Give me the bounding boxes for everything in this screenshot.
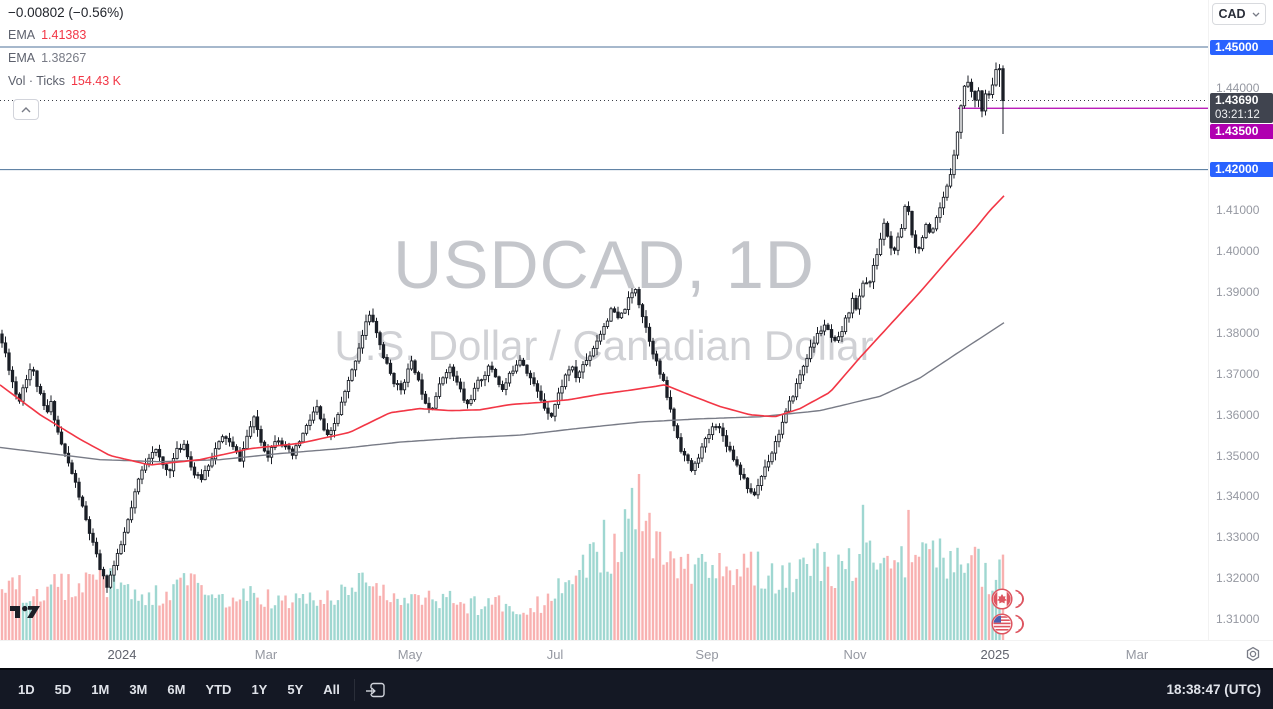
us-flag-event-icon[interactable] — [991, 612, 1025, 636]
time-tick-label: Sep — [695, 647, 719, 662]
price-tick-label: 1.39000 — [1216, 285, 1260, 300]
currency-unit-value: CAD — [1218, 7, 1246, 21]
price-tick-label: 1.32000 — [1216, 571, 1260, 586]
support-price-label: 1.42000 — [1210, 162, 1273, 178]
axis-settings-gear-icon[interactable] — [1245, 646, 1261, 667]
price-tick-label: 1.35000 — [1216, 448, 1260, 463]
ema-slow-label: EMA — [8, 51, 36, 65]
price-axis[interactable]: 1.44000 1.41000 1.40000 1.39000 1.38000 1.370… — [1208, 0, 1273, 640]
time-tick-label: May — [397, 647, 423, 662]
ema-fast-legend-row: EMA 1.41383 — [8, 28, 124, 44]
current-price-value: 1.43690 — [1215, 93, 1259, 108]
tradingview-logo[interactable] — [8, 602, 42, 627]
currency-unit-selector[interactable]: CAD — [1212, 3, 1266, 25]
price-change-readout: −0.00802 (−0.56%) — [8, 5, 124, 20]
range-button-all[interactable]: All — [323, 682, 340, 697]
price-tick-label: 1.33000 — [1216, 530, 1260, 545]
current-price-label: 1.43690 03:21:12 — [1210, 93, 1273, 124]
range-buttons: 1D 5D 1M 3M 6M YTD 1Y 5Y All — [12, 678, 346, 701]
time-tick-label: Jul — [546, 647, 564, 662]
bottom-toolbar: 1D 5D 1M 3M 6M YTD 1Y 5Y All 18:38:47 (UTC) — [0, 668, 1273, 709]
price-tick-label: 1.34000 — [1216, 489, 1260, 504]
economic-events — [991, 587, 1025, 636]
legend-collapse-button[interactable] — [13, 99, 39, 120]
price-tick-label: 1.40000 — [1216, 244, 1260, 259]
go-to-date-button[interactable] — [363, 678, 389, 702]
chart-canvas[interactable] — [0, 0, 1273, 641]
time-tick-label: 2025 — [980, 647, 1010, 662]
time-tick-label: Mar — [254, 647, 278, 662]
range-button-1m[interactable]: 1M — [91, 682, 110, 697]
price-tick-label: 1.31000 — [1216, 611, 1260, 626]
range-button-ytd[interactable]: YTD — [205, 682, 232, 697]
ema-slow-legend-row: EMA 1.38267 — [8, 51, 124, 67]
ema-slow-value: 1.38267 — [41, 51, 87, 65]
range-button-5y[interactable]: 5Y — [287, 682, 304, 697]
go-to-date-icon — [364, 682, 385, 697]
range-button-5d[interactable]: 5D — [54, 682, 72, 697]
alert-price-label: 1.43500 — [1210, 123, 1273, 139]
ema-fast-label: EMA — [8, 28, 36, 42]
ema-fast-value: 1.41383 — [41, 28, 87, 42]
bar-countdown: 03:21:12 — [1215, 109, 1260, 122]
toolbar-clock[interactable]: 18:38:47 (UTC) — [1166, 682, 1261, 697]
chevron-up-icon — [21, 106, 31, 112]
horizontal-lines — [0, 46, 1208, 171]
chart-legend: −0.00802 (−0.56%) EMA 1.41383 EMA 1.38267 … — [8, 5, 124, 97]
ema-lines — [0, 195, 1005, 466]
range-button-3m[interactable]: 3M — [129, 682, 148, 697]
price-tick-label: 1.36000 — [1216, 407, 1260, 422]
volume-label: Vol · Ticks — [8, 74, 65, 88]
range-button-1d[interactable]: 1D — [18, 682, 35, 697]
time-tick-label: 2024 — [107, 647, 137, 662]
time-tick-label: Mar — [1125, 647, 1149, 662]
price-tick-label: 1.41000 — [1216, 203, 1260, 218]
price-tick-label: 1.37000 — [1216, 366, 1260, 381]
time-tick-label: Nov — [843, 647, 867, 662]
volume-legend-row: Vol · Ticks 154.43 K — [8, 74, 124, 90]
price-tick-label: 1.44000 — [1216, 80, 1260, 95]
chevron-down-icon — [1252, 12, 1260, 17]
range-button-1y[interactable]: 1Y — [251, 682, 268, 697]
canada-flag-event-icon[interactable] — [991, 587, 1025, 611]
volume-bars — [0, 474, 1005, 640]
resistance-price-label: 1.45000 — [1210, 39, 1273, 55]
time-axis[interactable]: 2024 Mar May Jul Sep Nov 2025 Mar — [0, 640, 1273, 669]
candles — [0, 62, 1005, 593]
toolbar-divider — [353, 678, 355, 701]
price-tick-label: 1.38000 — [1216, 325, 1260, 340]
volume-value: 154.43 K — [70, 74, 122, 88]
range-button-6m[interactable]: 6M — [167, 682, 186, 697]
